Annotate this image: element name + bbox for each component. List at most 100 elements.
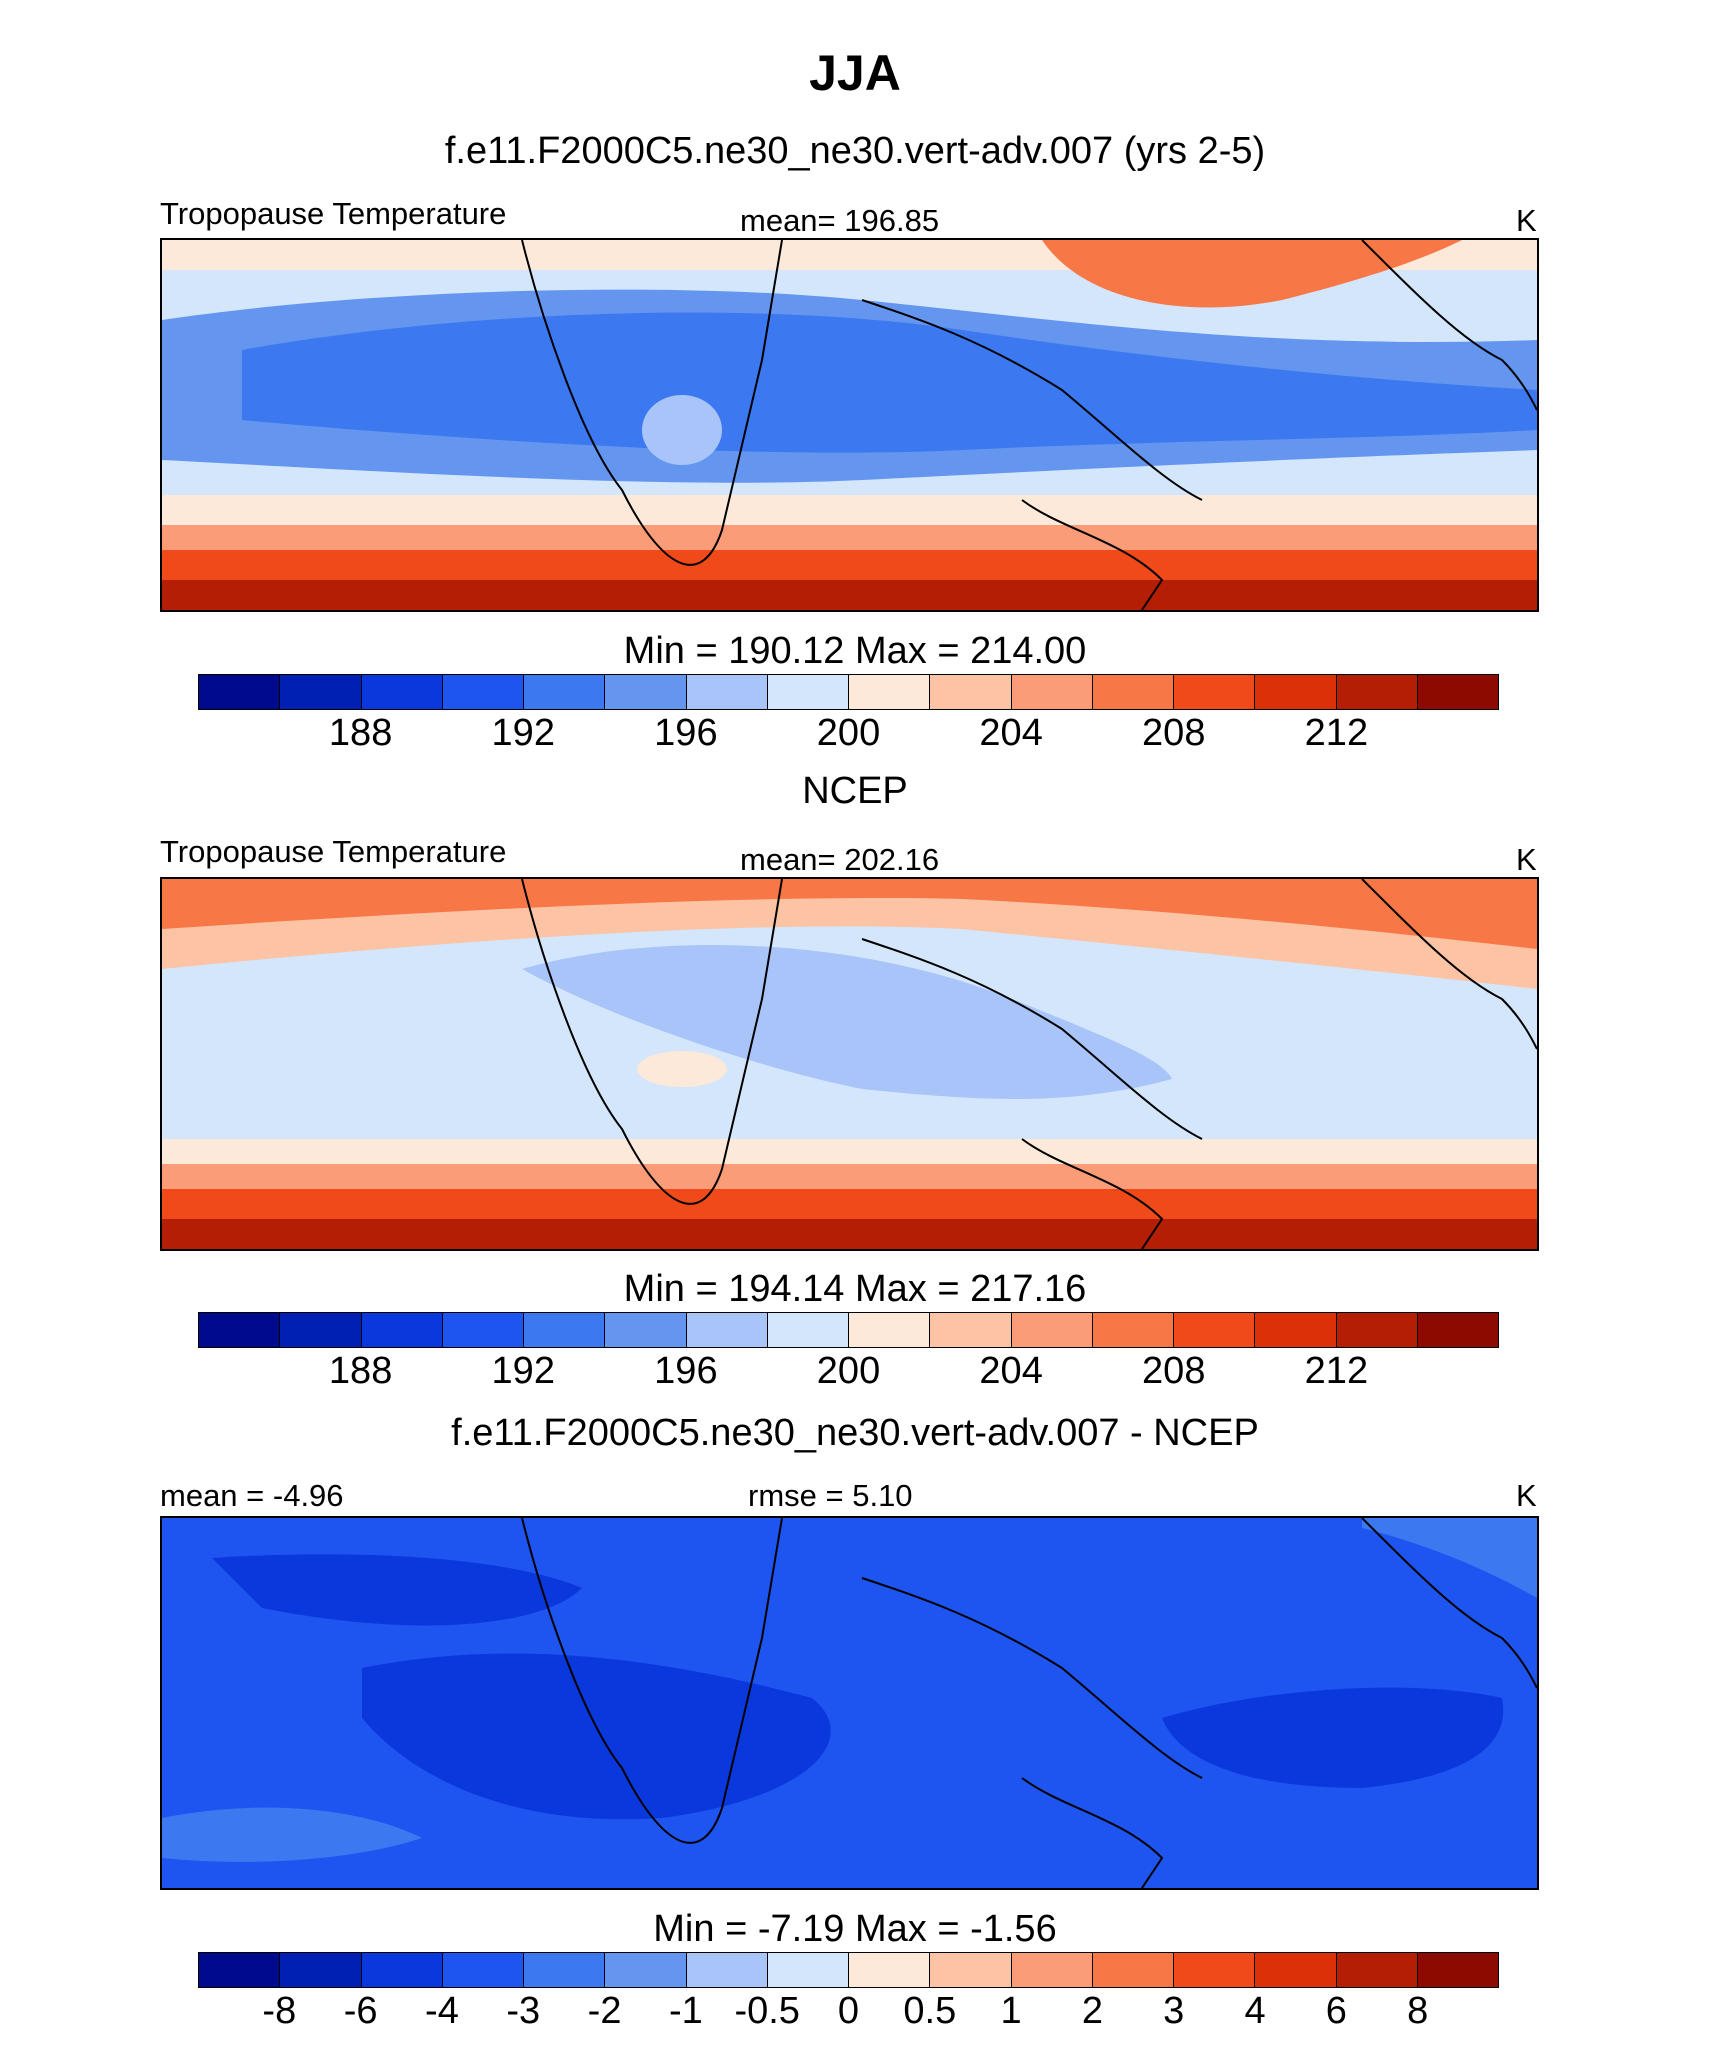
panel-2-colorbar-ticks: 188 192 196 200 204 208 212 xyxy=(198,1350,1499,1400)
panel-1-colorbar-box xyxy=(199,675,281,709)
panel-2-colorbar-box xyxy=(686,1313,768,1347)
panel-3-coast-australia xyxy=(1021,1777,1164,1888)
panel-3-africa-cold xyxy=(362,1653,831,1820)
panel-1-colorbar-box xyxy=(1336,675,1418,709)
panel-2-colorbar-box xyxy=(930,1313,1012,1347)
panel-2-colorbar-box xyxy=(1417,1313,1498,1347)
panel-3-colorbar-tick: 3 xyxy=(1163,1990,1185,2032)
panel-1-colorbar-box xyxy=(605,675,687,709)
panel-2-field xyxy=(162,879,1537,1249)
panel-2-coast-africa xyxy=(521,879,783,1205)
panel-3-colorbar-box xyxy=(849,1953,931,1987)
panel-3-rmse-label: rmse = 5.10 xyxy=(748,1478,913,1513)
panel-1-band-s4 xyxy=(162,580,1537,610)
panel-2-colorbar-box xyxy=(442,1313,524,1347)
panel-2-colorbar-box xyxy=(605,1313,687,1347)
panel-1-colorbar-box xyxy=(1255,675,1337,709)
panel-1-map xyxy=(160,238,1539,612)
panel-3-colorbar-tick: 8 xyxy=(1407,1990,1429,2032)
panel-2-north-warm-2 xyxy=(162,879,1537,949)
panel-3-colorbar-box xyxy=(767,1953,849,1987)
panel-1-colorbar-box xyxy=(849,675,931,709)
panel-2-mean-label: mean= 202.16 xyxy=(740,842,940,877)
panel-2-africa-warm xyxy=(637,1051,727,1087)
panel-3-colorbar-box xyxy=(1417,1953,1498,1987)
panel-2-colorbar-box xyxy=(767,1313,849,1347)
panel-2-band-s1 xyxy=(162,1139,1537,1164)
panel-1-coast-asia xyxy=(861,299,1203,501)
panel-2-colorbar-tick: 208 xyxy=(1142,1350,1206,1392)
panel-2-colorbar-box xyxy=(1011,1313,1093,1347)
panel-3-colorbar-box xyxy=(1092,1953,1174,1987)
panel-3-colorbar-box xyxy=(605,1953,687,1987)
panel-1-minmax: Min = 190.12 Max = 214.00 xyxy=(623,630,1087,672)
panel-1-colorbar-box xyxy=(1011,675,1093,709)
panel-3-coast-americas xyxy=(1361,1518,1537,1689)
panel-3-colorbar-box xyxy=(1174,1953,1256,1987)
panel-3-colorbar-box xyxy=(686,1953,768,1987)
panel-2-coast-asia xyxy=(861,938,1203,1140)
panel-1-colorbar-tick: 200 xyxy=(816,712,881,754)
panel-2-colorbar-tick: 188 xyxy=(328,1350,393,1392)
panel-1-trop-core xyxy=(242,312,1537,453)
panel-3-colorbar-tick: -0.5 xyxy=(734,1990,800,2032)
panel-2-colorbar-tick: 196 xyxy=(654,1350,718,1392)
panel-1-coast-africa xyxy=(521,240,783,566)
panel-3-pacific-cold xyxy=(1162,1687,1504,1788)
panel-1-colorbar-tick: 188 xyxy=(328,712,393,754)
panel-3-colorbar-tick: 1 xyxy=(1000,1990,1022,2032)
panel-1-colorbar-box xyxy=(930,675,1012,709)
panel-2-colorbar-tick: 200 xyxy=(816,1350,881,1392)
panel-2-band-s3 xyxy=(162,1189,1537,1219)
panel-2-units: K xyxy=(1516,842,1537,877)
panel-2-band-s4 xyxy=(162,1219,1537,1249)
panel-2-colorbar-box xyxy=(1092,1313,1174,1347)
panel-3-units: K xyxy=(1516,1478,1537,1513)
panel-2-colorbar-box xyxy=(1174,1313,1256,1347)
panel-3-colorbar-tick: 6 xyxy=(1325,1990,1347,2032)
panel-2-left-label: Tropopause Temperature xyxy=(160,834,507,869)
panel-1-band-s2 xyxy=(162,525,1537,550)
panel-2-colorbar-box xyxy=(849,1313,931,1347)
panel-1-colorbar-tick: 196 xyxy=(654,712,718,754)
panel-3-colorbar-tick: 2 xyxy=(1081,1990,1104,2032)
panel-2-asia-cool xyxy=(522,945,1172,1099)
panel-3-colorbar-tick: -1 xyxy=(668,1990,703,2032)
panel-1-africa-anomaly xyxy=(642,395,722,465)
panel-2-colorbar-box xyxy=(199,1313,281,1347)
panel-3-colorbar-box xyxy=(1336,1953,1418,1987)
panel-3-colorbar-box xyxy=(524,1953,606,1987)
panel-1-colorbar-ticks: 188 192 196 200 204 208 212 xyxy=(198,712,1499,762)
panel-3-colorbar-box xyxy=(1255,1953,1337,1987)
panel-3-north-cold xyxy=(212,1554,582,1626)
panel-3-colorbar-tick: 0.5 xyxy=(903,1990,957,2032)
panel-3-colorbar-tick: -4 xyxy=(425,1990,459,2032)
panel-2-colorbar-box xyxy=(361,1313,443,1347)
panel-3-field xyxy=(162,1518,1537,1888)
panel-2-colorbar-tick: 212 xyxy=(1304,1350,1369,1392)
panel-1-band-s3 xyxy=(162,550,1537,580)
panel-3-colorbar xyxy=(198,1952,1499,1988)
panel-1-colorbar-box xyxy=(767,675,849,709)
panel-1-colorbar-box xyxy=(442,675,524,709)
panel-3-colorbar-box xyxy=(442,1953,524,1987)
panel-1-coast-americas xyxy=(1361,240,1537,411)
panel-3-colorbar-tick: 0 xyxy=(837,1990,860,2032)
panel-3-colorbar-tick: -2 xyxy=(587,1990,622,2032)
panel-2-colorbar-box xyxy=(280,1313,362,1347)
panel-2-coast-americas xyxy=(1361,879,1537,1050)
panel-1-colorbar-box xyxy=(361,675,443,709)
panel-2-colorbar-box xyxy=(524,1313,606,1347)
panel-3-colorbar-box xyxy=(199,1953,281,1987)
panel-1-colorbar-tick: 212 xyxy=(1304,712,1369,754)
panel-2-colorbar-box xyxy=(1336,1313,1418,1347)
panel-1-field xyxy=(162,240,1537,610)
panel-1-colorbar-tick: 208 xyxy=(1142,712,1206,754)
panel-2-colorbar-tick: 192 xyxy=(491,1350,555,1392)
panel-3-minmax: Min = -7.19 Max = -1.56 xyxy=(653,1908,1057,1950)
panel-1-coast-australia xyxy=(1021,499,1164,610)
panel-3-mean-label: mean = -4.96 xyxy=(160,1478,344,1513)
panel-3-sw-warmish xyxy=(162,1807,422,1862)
panel-1-colorbar-box xyxy=(280,675,362,709)
panel-2-minmax: Min = 194.14 Max = 217.16 xyxy=(623,1268,1087,1310)
